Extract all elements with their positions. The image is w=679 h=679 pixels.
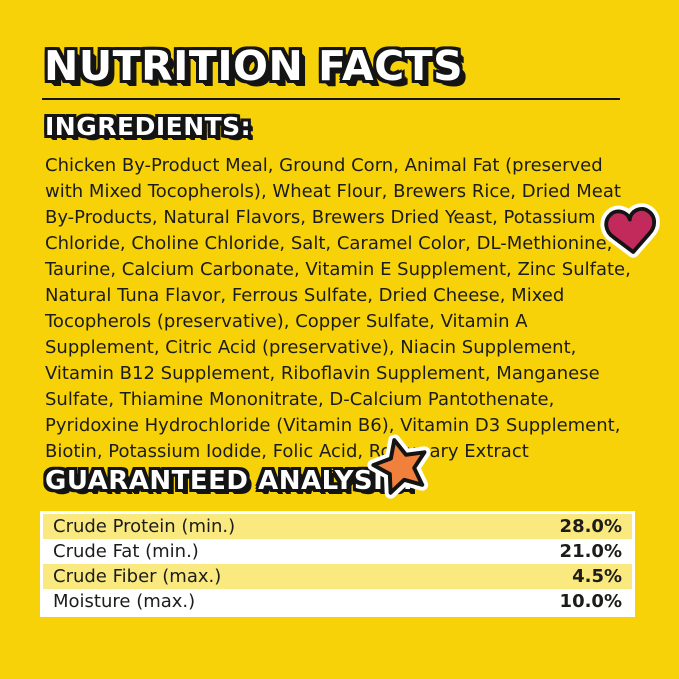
row-value: 28.0% xyxy=(559,516,622,537)
row-value: 10.0% xyxy=(559,591,622,612)
heart-icon xyxy=(600,203,660,258)
guaranteed-analysis-heading: GUARANTEED ANALYSIS: xyxy=(45,466,414,496)
row-value: 4.5% xyxy=(572,566,622,587)
row-label: Crude Fat (min.) xyxy=(53,541,199,562)
table-row: Crude Fat (min.) 21.0% xyxy=(43,539,632,564)
table-row: Crude Protein (min.) 28.0% xyxy=(43,514,632,539)
row-value: 21.0% xyxy=(559,541,622,562)
ingredients-heading: INGREDIENTS: xyxy=(45,112,252,141)
page-title: NUTRITION FACTS xyxy=(44,42,464,90)
row-label: Crude Fiber (max.) xyxy=(53,566,222,587)
row-label: Crude Protein (min.) xyxy=(53,516,236,537)
ingredients-text: Chicken By-Product Meal, Ground Corn, An… xyxy=(45,155,631,462)
divider xyxy=(42,98,620,100)
star-icon xyxy=(367,434,431,499)
guaranteed-analysis-table: Crude Protein (min.) 28.0% Crude Fat (mi… xyxy=(40,511,635,617)
table-row: Crude Fiber (max.) 4.5% xyxy=(43,564,632,589)
row-label: Moisture (max.) xyxy=(53,591,196,612)
table-row: Moisture (max.) 10.0% xyxy=(43,589,632,614)
